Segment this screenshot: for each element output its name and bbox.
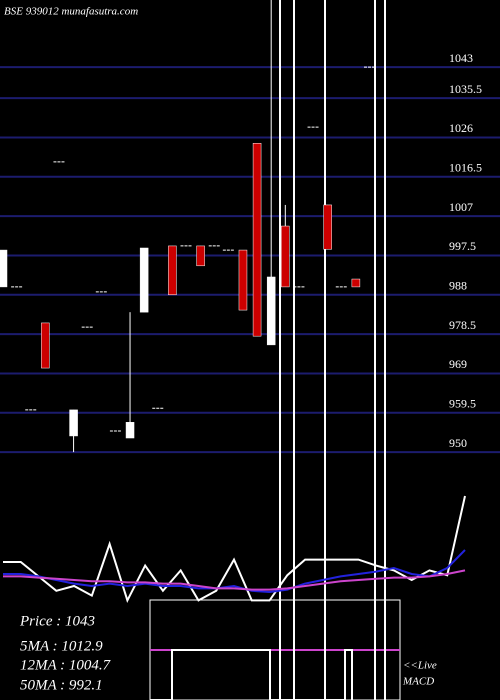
candle-body: [252, 142, 262, 337]
candle-body: [196, 245, 205, 267]
y-tick-label: 969: [449, 357, 467, 371]
indicator-line: [3, 569, 466, 591]
y-tick-label: 950: [449, 436, 467, 450]
y-tick-label: 997.5: [449, 239, 476, 253]
y-tick-label: 1035.5: [449, 82, 482, 96]
annotation: 5MA : 1012.9: [20, 638, 103, 654]
candle-body: [125, 422, 135, 439]
chart-title: BSE 939012 munafasutra.com: [4, 6, 138, 18]
candle-body: [266, 276, 276, 346]
y-tick-label: 1026: [449, 121, 473, 135]
candle-body: [0, 249, 8, 288]
annotation: 12MA : 1004.7: [20, 657, 112, 673]
candle-body: [168, 245, 177, 296]
candle-body: [351, 278, 361, 288]
y-tick-label: 959.5: [449, 397, 476, 411]
y-tick-label: 1043: [449, 51, 473, 65]
candle-body: [139, 247, 149, 313]
y-tick-label: 978.5: [449, 318, 476, 332]
indicator-line: [3, 495, 466, 604]
annotation: Price : 1043: [19, 613, 95, 629]
candle-body: [238, 249, 248, 311]
y-tick-label: 988: [449, 279, 467, 293]
annotation: 50MA : 992.1: [20, 677, 103, 693]
live-label: <<Live: [403, 660, 437, 672]
candle-body: [41, 322, 50, 369]
indicator-line: [3, 549, 466, 594]
macd-line: [150, 649, 353, 700]
candle-body: [69, 409, 78, 437]
y-tick-label: 1007: [449, 200, 473, 214]
macd-label: MACD: [402, 676, 434, 688]
y-tick-label: 1016.5: [449, 161, 482, 175]
candle-body: [323, 204, 332, 250]
candle-body: [281, 225, 290, 288]
